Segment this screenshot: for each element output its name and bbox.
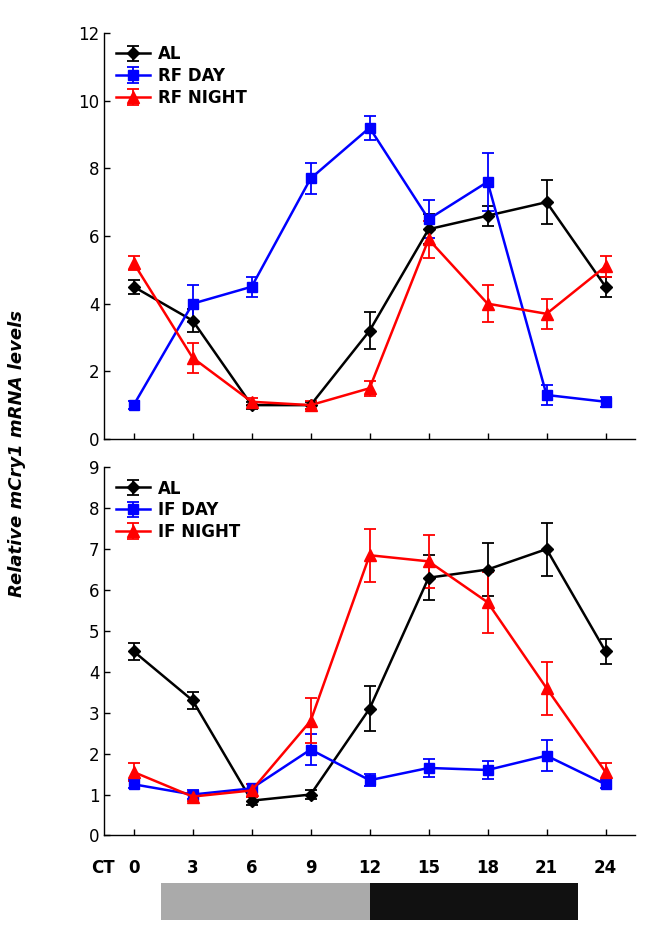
Text: 15: 15	[417, 859, 440, 877]
Text: 18: 18	[476, 859, 499, 877]
Bar	[161, 883, 370, 920]
Legend: AL, IF DAY, IF NIGHT: AL, IF DAY, IF NIGHT	[112, 475, 245, 546]
Text: 0: 0	[128, 859, 139, 877]
Text: CT: CT	[91, 859, 115, 877]
Text: 9: 9	[305, 859, 317, 877]
Text: Relative mCry1 mRNA levels: Relative mCry1 mRNA levels	[8, 310, 26, 597]
Legend: AL, RF DAY, RF NIGHT: AL, RF DAY, RF NIGHT	[112, 41, 251, 111]
Text: 21: 21	[535, 859, 558, 877]
Text: 6: 6	[246, 859, 257, 877]
Text: 3: 3	[187, 859, 198, 877]
Bar	[370, 883, 578, 920]
Text: 12: 12	[358, 859, 381, 877]
Text: 24: 24	[594, 859, 617, 877]
